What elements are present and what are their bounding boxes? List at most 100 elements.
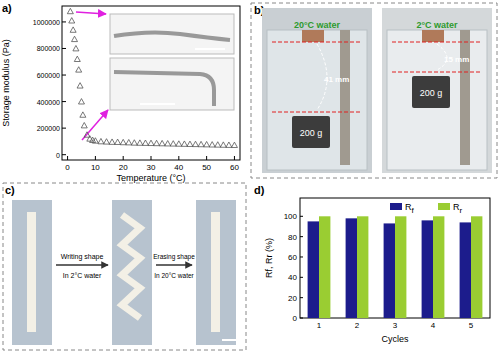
strip: [211, 212, 220, 332]
data-point: [104, 139, 110, 144]
data-point: [74, 56, 80, 61]
data-point: [98, 138, 104, 143]
annotation: Writing shape: [61, 253, 104, 261]
panel-d: d)02040608010012345CyclesRf, Rr (%)RfRr: [254, 184, 490, 344]
panel-border: [251, 3, 497, 178]
x-tick-label: 20: [119, 163, 128, 172]
data-point: [187, 141, 193, 146]
annotation: Erasing shape: [153, 253, 195, 261]
clamp: [302, 30, 324, 42]
data-point: [176, 141, 182, 146]
data-point: [231, 142, 237, 147]
panel-border: [3, 183, 246, 350]
y-tick: [300, 236, 303, 237]
data-point: [226, 142, 232, 147]
legend-label: Rr: [453, 202, 463, 215]
y-tick-label: 600000: [37, 72, 60, 79]
bar: [384, 223, 395, 318]
x-tick-label: 30: [147, 163, 156, 172]
inset-photo: [110, 14, 234, 54]
x-tick: [206, 156, 207, 160]
ref-line: [272, 112, 362, 113]
x-axis-label: Temperature (°C): [116, 173, 185, 183]
data-point: [81, 122, 87, 127]
data-point: [209, 142, 215, 147]
panel-b: b)20°C water41 mm200 g2°C water15 mm200 …: [251, 3, 497, 178]
data-point: [76, 67, 82, 72]
weight: [412, 76, 450, 108]
y-tick: [62, 128, 66, 129]
legend-swatch: [438, 203, 450, 210]
data-point: [126, 139, 132, 144]
annotation: 2°C water: [416, 20, 458, 30]
legend-swatch: [390, 203, 402, 210]
x-axis-label: Cycles: [381, 334, 409, 344]
data-group: [308, 216, 483, 318]
y-tick-label: 40: [288, 273, 297, 282]
x-tick-label: 1: [317, 321, 322, 330]
data-point: [137, 140, 143, 145]
legend-label-sub: f: [412, 206, 415, 215]
y-tick-label: 20: [288, 294, 297, 303]
panel-label: c): [5, 184, 15, 196]
x-tick-label: 2: [355, 321, 360, 330]
data-point: [73, 45, 79, 50]
y-tick-label: 60: [288, 253, 297, 262]
bar: [346, 218, 357, 318]
bar: [395, 216, 406, 318]
data-point: [154, 140, 160, 145]
panel-label: a): [2, 2, 12, 14]
plot-frame: [300, 198, 490, 318]
y-axis-label: Rf, Rr (%): [264, 238, 274, 278]
annotation: 200 g: [420, 88, 443, 98]
x-tick-label: 4: [431, 321, 436, 330]
y-tick: [300, 256, 303, 257]
x-tick: [123, 156, 124, 160]
annotation: 200 g: [300, 128, 323, 138]
data-point: [70, 27, 76, 32]
bar: [308, 221, 319, 318]
data-point: [165, 141, 171, 146]
arrow: [56, 264, 108, 266]
panel-c: c)Writing shapeIn 2°C waterErasing shape…: [3, 183, 246, 350]
legend-label: Rf: [405, 202, 415, 215]
ref-line: [392, 72, 482, 73]
bar: [433, 216, 444, 318]
y-axis-label: Storage modulus (Pa): [1, 39, 11, 127]
ruler: [460, 30, 470, 165]
scale-bar: [140, 103, 175, 105]
data-point: [220, 142, 226, 147]
scale-bar: [195, 48, 225, 50]
annotation: 20°C water: [294, 20, 341, 30]
y-tick-label: 0: [293, 314, 298, 323]
data-point: [142, 140, 148, 145]
data-point: [67, 8, 73, 13]
photo: [196, 200, 236, 345]
arrow: [82, 110, 108, 140]
helix-strip: [122, 215, 140, 318]
ruler: [340, 30, 350, 165]
beaker: [267, 30, 367, 170]
bar: [357, 216, 368, 318]
x-tick: [178, 156, 179, 160]
clamp: [422, 30, 444, 42]
data-point: [159, 140, 165, 145]
data-point: [215, 142, 221, 147]
bar: [422, 220, 433, 318]
x-tick: [95, 156, 96, 160]
beaker: [387, 30, 487, 170]
annotation: In 20°C water: [154, 272, 194, 279]
data-point: [109, 139, 115, 144]
y-tick-label: 100: [284, 212, 298, 221]
inset-photo: [110, 58, 234, 110]
data-point: [148, 140, 154, 145]
x-tick-label: 10: [91, 163, 100, 172]
photo: [112, 200, 152, 345]
x-tick-label: 60: [230, 163, 239, 172]
legend-label-sub: r: [460, 206, 463, 215]
photo: [262, 8, 372, 173]
plot-frame: [62, 6, 240, 160]
data-point: [131, 140, 137, 145]
y-tick: [62, 101, 66, 102]
annotation: 15 mm: [444, 55, 469, 64]
